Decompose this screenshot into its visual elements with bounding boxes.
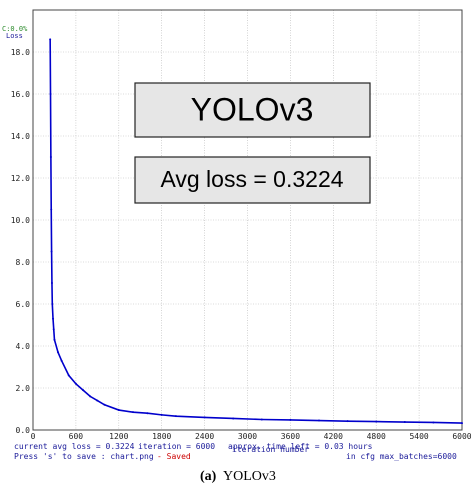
loss-point (203, 416, 206, 419)
status-text: iteration = 6000 (138, 442, 215, 451)
annotation: Avg loss = 0.3224 (160, 166, 343, 192)
loss-point (52, 317, 55, 320)
loss-point (50, 250, 53, 253)
loss-point (49, 93, 52, 95)
plot-frame (32, 9, 463, 431)
x-tick-label: 6000 (452, 432, 471, 441)
x-tick-label: 600 (69, 432, 84, 441)
loss-point (375, 420, 378, 423)
loss-point (160, 413, 163, 416)
x-tick-label: 3000 (238, 432, 257, 441)
y-tick-label: 4.0 (16, 342, 31, 351)
loss-point (50, 208, 53, 211)
x-tick-label: 5400 (409, 432, 428, 441)
y-tick-label: 16.0 (11, 90, 30, 99)
x-tick-label: 1200 (109, 432, 128, 441)
x-tick-label: 2400 (195, 432, 214, 441)
y-tick-label: 8.0 (16, 258, 31, 267)
loss-point (49, 38, 52, 41)
loss-point (89, 395, 92, 398)
loss-point (432, 421, 435, 424)
y-tick-label: 6.0 (16, 300, 31, 309)
x-tick-label: 3600 (281, 432, 300, 441)
loss-point (117, 409, 120, 412)
caption-text: YOLOv3 (223, 469, 276, 484)
x-tick-label: 0 (31, 432, 36, 441)
loss-point (67, 374, 70, 377)
y-tick-label: 12.0 (11, 174, 30, 183)
loss-point (146, 412, 149, 415)
x-axis-label: iteration number (232, 445, 309, 454)
status-text: in cfg max_batches=6000 (346, 452, 457, 461)
status-text: current avg loss = 0.3224 (14, 442, 135, 451)
caption-label: (a) (200, 469, 217, 484)
loss-point (53, 338, 56, 341)
x-tick-label: 1800 (152, 432, 171, 441)
status-saved: - Saved (157, 452, 191, 461)
loss-point (82, 389, 85, 392)
loss-point (232, 417, 235, 420)
loss-point (50, 282, 53, 284)
loss-point (49, 156, 52, 158)
loss-point (74, 382, 77, 385)
loss-point (289, 418, 292, 421)
y-tick-label: 0.0 (16, 426, 31, 435)
loss-point (103, 403, 106, 406)
loss-point (403, 421, 406, 424)
annotation-box (134, 82, 371, 138)
status-text: Press 's' to save : chart.png (14, 452, 154, 461)
loss-point (346, 420, 349, 423)
y-tick-label: 18.0 (11, 48, 30, 57)
loss-point (96, 399, 99, 402)
y-tick-label: 14.0 (11, 132, 30, 141)
y-tick-label: 10.0 (11, 216, 30, 225)
loss-point (57, 351, 60, 354)
loss-point (51, 303, 54, 305)
x-tick-label: 4200 (324, 432, 343, 441)
annotation-box (134, 156, 371, 204)
loss-point (260, 418, 263, 421)
loss-point (461, 422, 463, 425)
status-text: approx. time left = 0.03 hours (228, 442, 373, 451)
corner-label: Loss (6, 32, 23, 40)
loss-point (175, 415, 177, 418)
loss-point (60, 359, 63, 362)
loss-point (52, 328, 55, 331)
y-tick-label: 2.0 (16, 384, 31, 393)
annotation: YOLOv3 (191, 91, 314, 127)
x-tick-label: 4800 (367, 432, 386, 441)
corner-label: C:0.0% (2, 25, 28, 33)
loss-point (318, 419, 320, 422)
loss-point (132, 411, 135, 414)
